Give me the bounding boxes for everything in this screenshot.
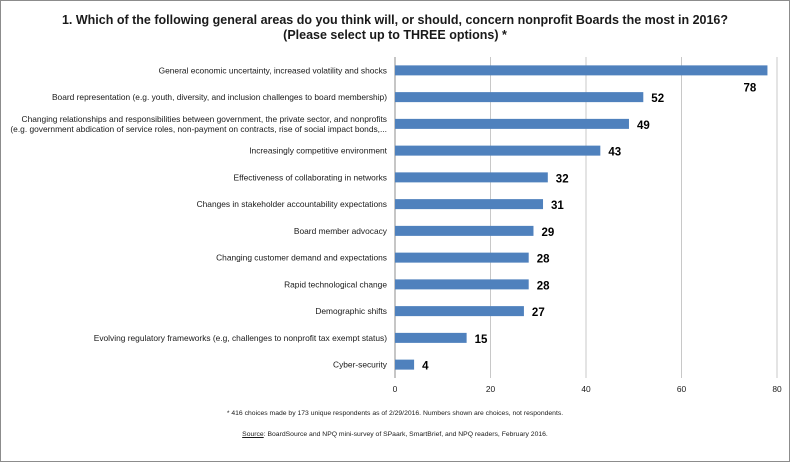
data-label: 52 [651, 93, 664, 105]
source-label: Source [242, 431, 264, 438]
data-label: 27 [532, 307, 545, 319]
data-label: 29 [541, 227, 554, 239]
x-tick-label: 80 [772, 384, 782, 394]
category-label: Cyber-security [333, 360, 388, 370]
bar [395, 145, 601, 156]
source-text: : BoardSource and NPQ mini-survey of SPa… [263, 431, 548, 438]
chart-title: 1. Which of the following general areas … [61, 13, 729, 27]
chart-subtitle: (Please select up to THREE options) * [283, 28, 507, 42]
category-label: (e.g. government abdication of service r… [10, 124, 387, 134]
bar [395, 65, 768, 76]
category-label: Changing customer demand and expectation… [216, 253, 387, 263]
bar [395, 279, 529, 290]
bar [395, 118, 629, 129]
data-label: 43 [608, 147, 621, 159]
data-label: 4 [422, 361, 429, 373]
x-tick-label: 0 [393, 384, 398, 394]
bar [395, 332, 467, 343]
footnote: * 416 choices made by 173 unique respond… [226, 410, 564, 417]
bar [395, 252, 529, 263]
data-label: 15 [475, 334, 488, 346]
bar [395, 172, 548, 183]
source-note: Source: BoardSource and NPQ mini-survey … [1, 431, 789, 438]
category-label: General economic uncertainty, increased … [159, 65, 387, 75]
data-label: 31 [551, 200, 564, 212]
bar [395, 359, 415, 370]
category-label: Effectiveness of collaborating in networ… [234, 172, 387, 182]
x-tick-label: 40 [581, 384, 591, 394]
data-label: 28 [537, 280, 550, 292]
data-label: 28 [537, 254, 550, 266]
data-label: 49 [637, 120, 650, 132]
category-label: Increasingly competitive environment [249, 146, 387, 156]
bar [395, 225, 534, 236]
x-tick-label: 20 [486, 384, 496, 394]
data-label: 78 [743, 82, 756, 94]
category-label: Evolving regulatory frameworks (e.g, cha… [94, 333, 387, 343]
category-label: Board representation (e.g. youth, divers… [52, 92, 387, 102]
bar [395, 92, 644, 103]
category-label: Demographic shifts [315, 306, 387, 316]
bar [395, 199, 544, 210]
bar [395, 306, 524, 317]
category-label: Changes in stakeholder accountability ex… [197, 199, 387, 209]
category-label: Board member advocacy [294, 226, 388, 236]
category-label: Rapid technological change [284, 279, 387, 289]
category-label: Changing relationships and responsibilit… [22, 114, 387, 124]
data-label: 32 [556, 173, 569, 185]
x-tick-label: 60 [677, 384, 687, 394]
